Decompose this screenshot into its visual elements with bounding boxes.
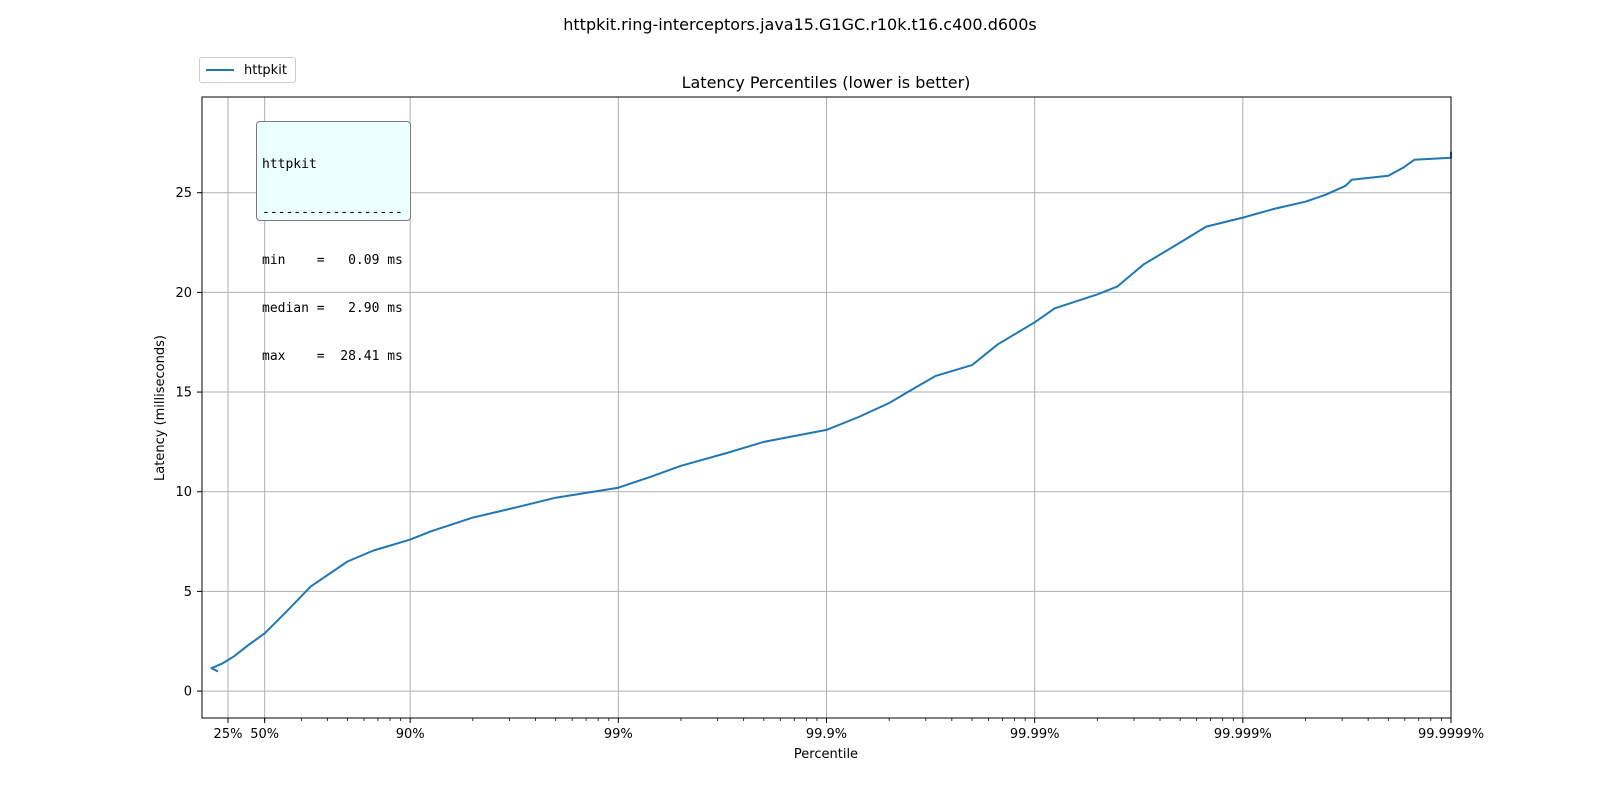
grid-lines [202,97,1451,718]
chart-title: Latency Percentiles (lower is better) [682,73,971,92]
x-tick-label: 99.99% [1010,727,1060,742]
y-tick-label: 15 [175,386,192,401]
figure-suptitle: httpkit.ring-interceptors.java15.G1GC.r1… [563,15,1036,34]
stats-line: max = 28.41 ms [262,349,403,364]
series-line-httpkit [210,151,1452,673]
legend-swatch [206,69,234,71]
x-tick-label: 99.999% [1214,727,1272,742]
stats-box: httpkit ------------------ min = 0.09 ms… [256,121,411,364]
legend: httpkit [199,57,296,83]
stats-line: min = 0.09 ms [262,253,403,268]
x-tick-label: 50% [250,727,279,742]
x-tick-label: 99.9% [806,727,847,742]
stats-line: ------------------ [262,205,403,220]
y-tick-label: 10 [175,485,192,500]
x-tick-label: 99.9999% [1418,727,1484,742]
x-tick-label: 99% [604,727,633,742]
y-tick-label: 0 [184,685,192,700]
stats-line: httpkit [262,157,317,172]
legend-label: httpkit [244,62,287,78]
y-tick-label: 25 [175,186,192,201]
y-tick-label: 20 [175,286,192,301]
axis-ticks: 25% 50% 90% 99% 99.9% 99.99% 99.999% 99.9999% 0 5… [175,186,1484,742]
series-lines [210,151,1452,673]
x-tick-label: 25% [214,727,243,742]
x-axis-label: Percentile [794,747,858,762]
y-axis-label: Latency (milliseconds) [153,335,168,481]
stats-line: median = 2.90 ms [262,301,403,316]
y-tick-label: 5 [184,585,192,600]
x-tick-label: 90% [396,727,425,742]
